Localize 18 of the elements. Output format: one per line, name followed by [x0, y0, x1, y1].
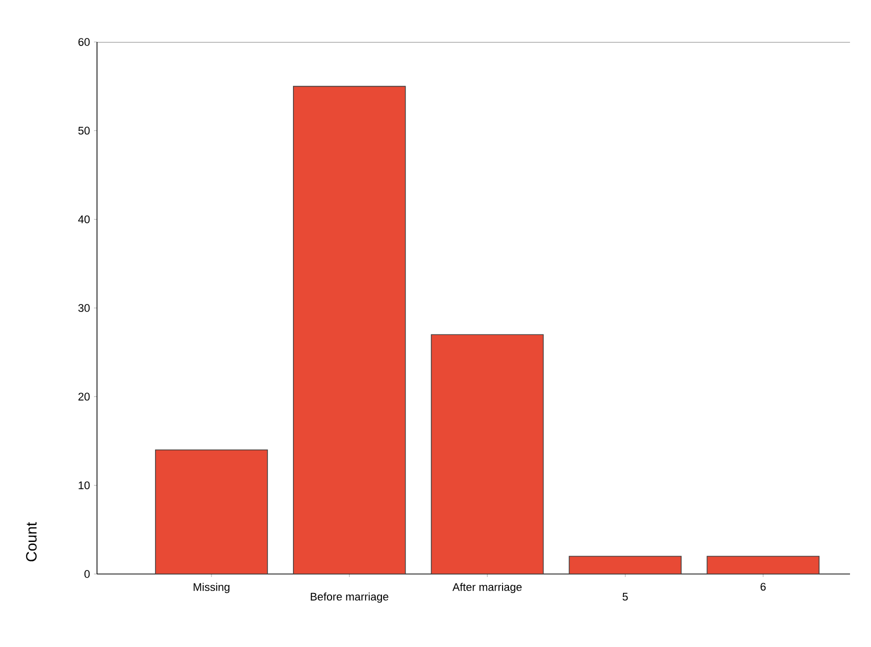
y-tick-label: 30 [78, 304, 90, 312]
bar [292, 86, 406, 574]
x-tick-label: After marriage [452, 582, 522, 594]
y-tick-label: 10 [78, 481, 90, 490]
y-tick-label: 60 [78, 38, 90, 46]
bar [706, 556, 820, 574]
y-tick-label: 20 [78, 392, 90, 401]
bar [568, 556, 682, 574]
x-tick-label: 5 [622, 592, 628, 601]
y-tick-label: 50 [78, 126, 90, 135]
bar [155, 449, 268, 574]
x-tick-label: Before marriage [310, 592, 388, 603]
bar [430, 334, 544, 574]
y-axis-title: Count [26, 522, 37, 562]
y-tick-label: 40 [78, 215, 90, 224]
x-tick-label: Missing [194, 582, 230, 594]
y-tick-label: 0 [84, 570, 90, 578]
x-tick-label: 6 [760, 582, 766, 591]
